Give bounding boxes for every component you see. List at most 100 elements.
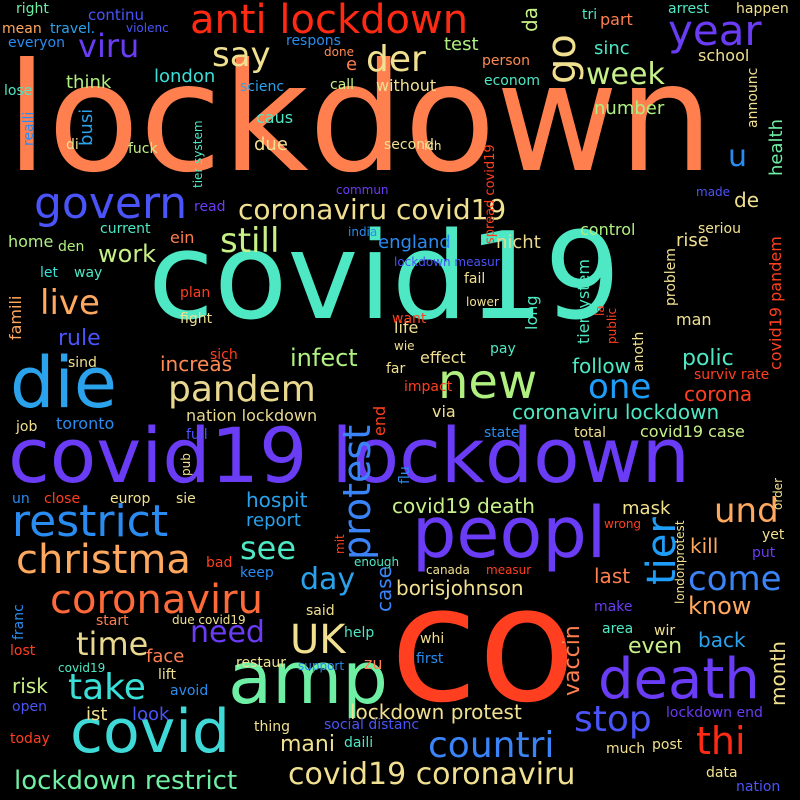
word: commun <box>336 183 389 197</box>
word: zu <box>364 654 383 673</box>
word: data <box>706 765 738 781</box>
word: number <box>594 98 665 119</box>
word: mani <box>280 732 335 757</box>
word: problem <box>663 248 679 306</box>
word: amp <box>228 636 388 720</box>
word: covid19 case <box>640 422 745 441</box>
word: new <box>438 354 538 410</box>
word: enough <box>354 555 400 569</box>
word: said <box>306 603 335 619</box>
word: viru <box>78 27 140 65</box>
word: scienc <box>240 79 285 95</box>
word: violenc <box>126 21 169 35</box>
word: kill <box>690 534 719 558</box>
word: person <box>482 53 530 69</box>
word: borisjohnson <box>396 576 524 600</box>
word: anoth <box>631 331 647 372</box>
word: wrong <box>604 517 642 531</box>
word: face <box>146 646 185 667</box>
word: via <box>432 402 456 421</box>
word: death <box>598 647 760 712</box>
word: den <box>58 239 85 255</box>
word: mit <box>333 534 347 554</box>
word: job <box>16 419 38 435</box>
word: day <box>300 562 356 597</box>
word: announc <box>745 67 761 128</box>
word: infect <box>290 344 358 372</box>
word: co <box>390 551 576 738</box>
word: part <box>600 10 633 29</box>
word: wir <box>654 623 676 639</box>
word: post <box>652 737 683 753</box>
word: back <box>698 628 746 652</box>
word: rise <box>676 230 709 251</box>
word: second <box>384 137 434 153</box>
word: think <box>66 72 112 93</box>
word: lockdown protest <box>350 700 522 724</box>
word: peopl <box>412 492 607 574</box>
word: nicht <box>496 232 541 253</box>
word: time <box>76 625 149 663</box>
word: support <box>298 659 345 673</box>
word: surviv rate <box>694 367 770 383</box>
word: england <box>378 232 451 253</box>
word: control <box>580 220 636 239</box>
word: let <box>40 265 58 281</box>
word: close <box>44 491 81 507</box>
word: man <box>676 310 712 329</box>
word: look <box>132 704 170 725</box>
word: canada <box>426 563 470 577</box>
word: life <box>394 318 419 337</box>
word: da <box>518 7 542 32</box>
word: help <box>344 625 375 641</box>
word: last <box>594 564 631 588</box>
word: london <box>154 66 216 87</box>
word: coronaviru lockdown <box>512 400 720 424</box>
word: sie <box>176 491 196 507</box>
word: restaur <box>236 655 287 671</box>
word: arrest <box>668 1 709 17</box>
word: month <box>766 641 790 706</box>
word: take <box>68 667 146 708</box>
word: lockdown <box>6 32 714 206</box>
word: health <box>766 119 787 176</box>
word: whi <box>420 631 445 647</box>
word: sind <box>68 355 97 371</box>
word: polic <box>682 346 734 371</box>
word: covid19 lockdown <box>8 411 690 500</box>
word: full <box>186 427 208 443</box>
word: hospit <box>246 488 308 512</box>
word: lift <box>158 667 176 683</box>
word: thi <box>696 719 746 763</box>
word: report <box>246 510 301 531</box>
word: famili <box>6 295 25 340</box>
word: covid <box>70 697 230 767</box>
word: der <box>366 39 426 80</box>
word: risk <box>12 674 48 698</box>
word: lost <box>10 643 36 659</box>
word: today <box>10 731 50 747</box>
word: total <box>574 425 607 441</box>
word: busi <box>76 108 97 146</box>
word: daili <box>344 735 374 751</box>
word: made <box>696 185 731 199</box>
word: right <box>16 1 49 17</box>
word: week <box>586 57 665 92</box>
word: everyon <box>8 35 65 51</box>
word: christma <box>16 537 191 583</box>
word: start <box>96 613 129 629</box>
word: covid19 death <box>392 494 535 518</box>
word: vaccin <box>560 625 585 696</box>
word: put <box>752 545 776 561</box>
word: pandem <box>168 369 316 410</box>
word: order <box>771 478 785 510</box>
word: work <box>98 240 157 268</box>
word: mean <box>2 21 42 37</box>
word: thing <box>254 719 291 735</box>
word: lockdown end <box>666 705 763 721</box>
word: franc <box>11 604 27 640</box>
word: lower <box>466 295 499 309</box>
word: tri <box>582 7 598 23</box>
word: ich <box>424 139 442 153</box>
word: covid19 <box>58 661 106 675</box>
